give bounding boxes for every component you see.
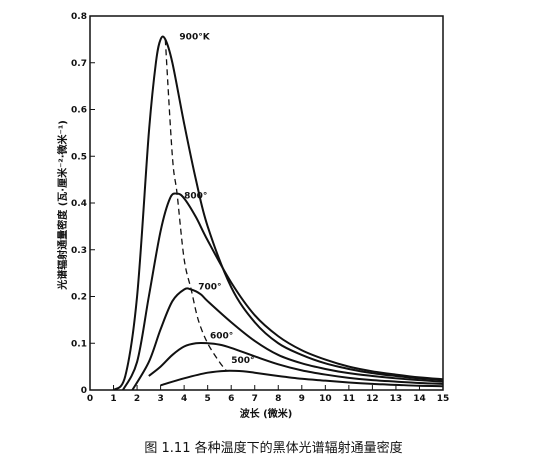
y-tick-label: 0.3 bbox=[71, 246, 87, 256]
series-line-3 bbox=[148, 341, 444, 385]
y-tick-label: 0.8 bbox=[71, 12, 87, 22]
y-tick-label: 0.7 bbox=[71, 59, 87, 69]
curve-label: 800° bbox=[184, 191, 207, 201]
y-tick-label: 0.1 bbox=[71, 339, 87, 349]
curve-label: 700° bbox=[198, 282, 221, 292]
x-tick-label: 6 bbox=[228, 394, 234, 404]
series-line-0 bbox=[112, 35, 444, 391]
figure-caption: 图 1.11 各种温度下的黑体光谱辐射通量密度 bbox=[144, 441, 403, 456]
y-tick-label: 0.4 bbox=[71, 199, 87, 209]
x-tick-label: 5 bbox=[205, 394, 211, 404]
x-tick-label: 14 bbox=[413, 394, 426, 404]
x-tick-label: 8 bbox=[275, 394, 281, 404]
y-axis: 0 0.1 0.2 0.3 0.4 0.5 0.6 0.7 0.8 bbox=[71, 12, 95, 396]
x-tick-label: 12 bbox=[366, 394, 379, 404]
curve-label: 600° bbox=[210, 332, 233, 342]
y-tick-label: 0.5 bbox=[71, 152, 87, 162]
curve-labels: 900°K 800° 700° 600° 500° bbox=[179, 32, 254, 366]
series-line-4 bbox=[160, 369, 444, 388]
y-tick-label: 0.2 bbox=[71, 293, 87, 303]
x-tick-label: 3 bbox=[157, 394, 163, 404]
y-tick-label: 0 bbox=[81, 386, 87, 396]
y-axis-title: 光谱辐射通量密度 (瓦·厘米⁻²·微米⁻¹) bbox=[56, 120, 69, 291]
x-axis-title: 波长 (微米) bbox=[240, 407, 293, 420]
x-tick-label: 4 bbox=[181, 394, 187, 404]
series-layer bbox=[112, 35, 444, 391]
series-line-1 bbox=[122, 192, 444, 391]
x-tick-label: 7 bbox=[252, 394, 258, 404]
x-tick-label: 10 bbox=[319, 394, 332, 404]
curve-label: 500° bbox=[231, 356, 254, 366]
y-tick-label: 0.6 bbox=[71, 106, 87, 116]
x-tick-label: 0 bbox=[87, 394, 93, 404]
peak-locus-line bbox=[164, 39, 227, 372]
x-tick-label: 1 bbox=[110, 394, 116, 404]
x-tick-label: 15 bbox=[437, 394, 450, 404]
x-axis: 0 1 2 3 4 5 6 7 8 9 10 11 12 13 14 15 bbox=[87, 385, 449, 404]
series-line-2 bbox=[131, 287, 444, 391]
x-tick-label: 13 bbox=[390, 394, 403, 404]
x-tick-label: 11 bbox=[343, 394, 356, 404]
x-tick-label: 2 bbox=[134, 394, 140, 404]
x-tick-label: 9 bbox=[299, 394, 305, 404]
curve-label: 900°K bbox=[179, 32, 210, 42]
